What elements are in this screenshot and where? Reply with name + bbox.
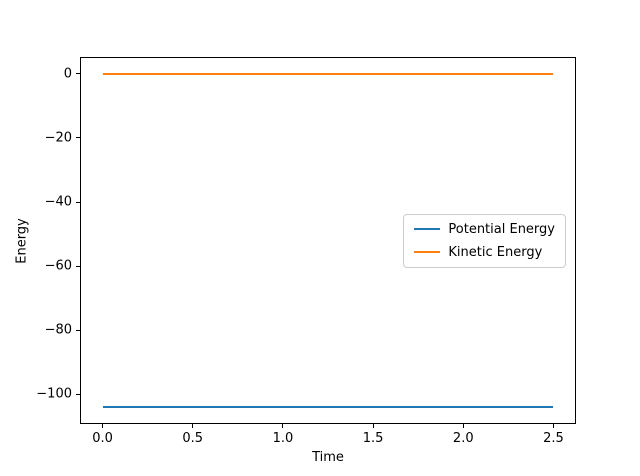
y-tick-mark	[76, 73, 80, 75]
y-tick-label: −60	[44, 258, 72, 274]
y-tick-label: −80	[44, 322, 72, 338]
y-tick-label: 0	[63, 66, 72, 82]
x-tick-label: 2.5	[543, 431, 564, 446]
x-tick-label: 0.0	[92, 431, 113, 446]
legend-label-potential-energy: Potential Energy	[448, 221, 555, 237]
x-tick-mark	[372, 424, 374, 428]
x-tick-mark	[102, 424, 104, 428]
x-tick-mark	[552, 424, 554, 428]
x-tick-label: 2.0	[452, 431, 474, 446]
y-tick-label: −100	[36, 386, 72, 402]
y-axis-label: Energy	[14, 217, 30, 264]
legend: Potential Energy Kinetic Energy	[403, 213, 566, 268]
legend-label-kinetic-energy: Kinetic Energy	[448, 244, 543, 260]
legend-item-potential-energy: Potential Energy	[414, 222, 555, 237]
x-tick-label: 0.5	[182, 431, 204, 446]
potential-energy-line	[102, 406, 554, 409]
x-tick-mark	[192, 424, 194, 428]
legend-item-kinetic-energy: Kinetic Energy	[414, 245, 555, 260]
potential-energy-line-swatch	[414, 228, 441, 230]
y-tick-mark	[76, 201, 80, 203]
y-tick-label: −20	[44, 130, 72, 146]
kinetic-energy-line	[102, 72, 554, 75]
y-tick-mark	[76, 137, 80, 139]
x-tick-mark	[462, 424, 464, 428]
kinetic-energy-line-swatch	[414, 251, 441, 253]
y-tick-mark	[76, 329, 80, 331]
y-tick-mark	[76, 393, 80, 395]
x-tick-label: 1.5	[362, 431, 384, 446]
y-tick-mark	[76, 265, 80, 267]
x-tick-mark	[282, 424, 284, 428]
y-tick-label: −40	[44, 194, 72, 210]
x-tick-label: 1.0	[272, 431, 294, 446]
x-axis-label: Time	[312, 450, 344, 465]
